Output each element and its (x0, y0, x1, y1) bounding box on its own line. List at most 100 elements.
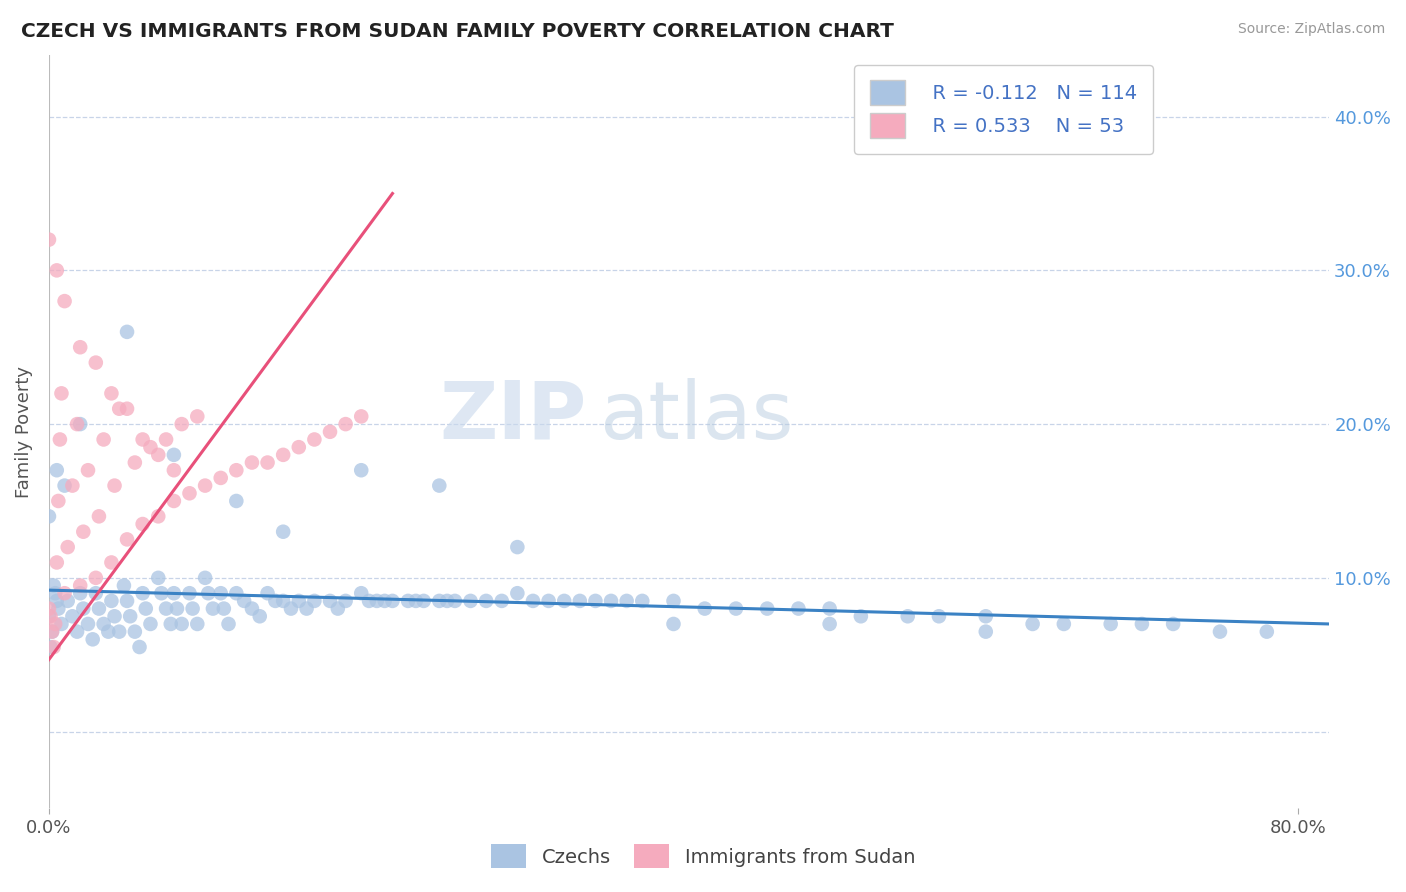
Point (1099, 617, 1122, 632)
Point (170, 417, 193, 431)
Point (225, 494, 247, 508)
Point (506, 586, 529, 600)
Point (756, 601, 779, 615)
Point (115, 401, 138, 416)
Point (271, 594, 294, 608)
Point (128, 640, 150, 654)
Point (436, 594, 458, 608)
Point (568, 594, 591, 608)
Point (69, 578, 91, 592)
Point (225, 586, 247, 600)
Point (115, 594, 138, 608)
Point (787, 601, 810, 615)
Point (100, 386, 122, 401)
Point (148, 509, 170, 524)
Point (974, 624, 997, 639)
Point (396, 594, 419, 608)
Point (1053, 617, 1076, 632)
Point (44, 586, 66, 600)
Point (194, 478, 217, 492)
Point (41, 624, 63, 639)
Point (139, 617, 162, 632)
Point (506, 540, 529, 554)
Point (84, 356, 107, 370)
Point (97, 624, 120, 639)
Point (350, 586, 373, 600)
Point (475, 594, 498, 608)
Point (897, 609, 920, 624)
Point (84, 571, 107, 585)
Point (100, 556, 122, 570)
Point (49, 433, 72, 447)
Point (460, 594, 482, 608)
Point (350, 409, 373, 424)
Point (84, 586, 107, 600)
Point (45, 263, 67, 277)
Point (186, 617, 208, 632)
Point (77, 617, 100, 632)
Point (163, 463, 186, 477)
Point (163, 586, 186, 600)
Point (357, 594, 380, 608)
Point (225, 463, 247, 477)
Point (72, 524, 94, 539)
Point (77, 463, 100, 477)
Point (56, 540, 79, 554)
Point (103, 609, 125, 624)
Point (693, 601, 716, 615)
Point (42, 578, 65, 592)
Point (39, 640, 62, 654)
Point (818, 601, 841, 615)
Point (82, 632, 104, 647)
Point (53, 294, 76, 309)
Point (233, 594, 256, 608)
Point (103, 478, 125, 492)
Point (256, 456, 278, 470)
Point (662, 617, 685, 632)
Point (60, 478, 83, 492)
Point (240, 456, 263, 470)
Point (155, 433, 177, 447)
Point (366, 594, 388, 608)
Point (249, 609, 271, 624)
Point (186, 409, 208, 424)
Point (412, 594, 434, 608)
Legend: Czechs, Immigrants from Sudan: Czechs, Immigrants from Sudan (481, 835, 925, 878)
Point (209, 586, 232, 600)
Point (600, 594, 623, 608)
Point (163, 448, 186, 462)
Point (256, 586, 278, 600)
Point (288, 594, 311, 608)
Point (724, 601, 747, 615)
Point (41, 624, 63, 639)
Point (72, 601, 94, 615)
Point (69, 340, 91, 354)
Y-axis label: Family Poverty: Family Poverty (15, 366, 32, 498)
Point (124, 456, 146, 470)
Point (66, 624, 89, 639)
Point (124, 624, 146, 639)
Point (42, 640, 65, 654)
Point (583, 594, 606, 608)
Point (271, 448, 294, 462)
Point (45, 463, 67, 477)
Point (271, 524, 294, 539)
Point (46, 601, 69, 615)
Point (150, 586, 173, 600)
Point (928, 609, 950, 624)
Point (60, 609, 83, 624)
Point (427, 478, 450, 492)
Point (209, 471, 232, 485)
Point (240, 601, 263, 615)
Point (46, 494, 69, 508)
Point (974, 609, 997, 624)
Point (51, 386, 73, 401)
Point (522, 594, 544, 608)
Point (53, 586, 76, 600)
Text: atlas: atlas (599, 377, 794, 456)
Point (38, 609, 60, 624)
Point (56, 594, 79, 608)
Point (212, 601, 235, 615)
Point (131, 433, 153, 447)
Point (662, 594, 685, 608)
